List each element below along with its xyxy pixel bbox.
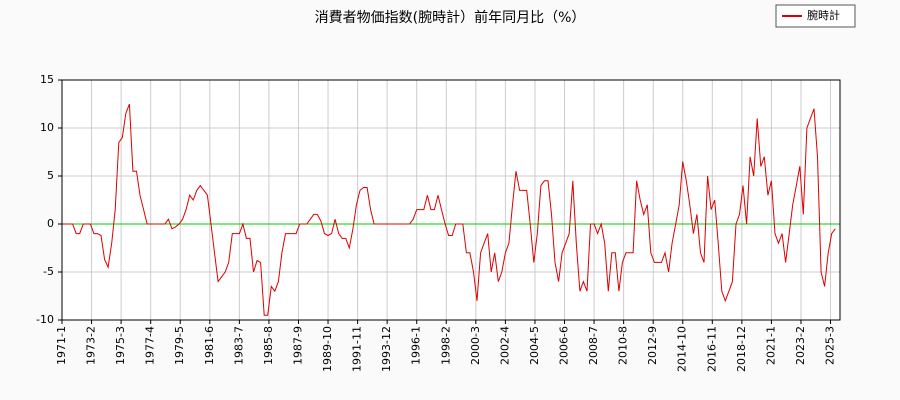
y-tick-label: 5 xyxy=(47,169,54,182)
x-tick-label: 1998-2 xyxy=(439,326,452,365)
x-tick-label: 1987-9 xyxy=(291,326,304,365)
x-tick-label: 2010-8 xyxy=(617,326,630,365)
legend-label: 腕時計 xyxy=(807,8,840,22)
x-tick-label: 2016-11 xyxy=(705,326,718,372)
x-tick-label: 2012-9 xyxy=(646,326,659,365)
x-tick-label: 2025-3 xyxy=(824,326,837,365)
y-tick-label: -5 xyxy=(43,265,54,278)
x-tick-label: 1977-4 xyxy=(144,326,157,365)
plot-area xyxy=(62,80,840,320)
x-tick-label: 1996-1 xyxy=(410,326,423,365)
x-tick-label: 1971-1 xyxy=(55,326,68,365)
y-tick-label: -10 xyxy=(36,313,54,326)
x-tick-label: 2004-5 xyxy=(528,326,541,365)
x-tick-label: 1981-6 xyxy=(203,326,216,365)
x-tick-label: 1989-10 xyxy=(321,326,334,372)
line-series xyxy=(62,103,836,316)
x-tick-label: 1975-3 xyxy=(114,326,127,365)
x-tick-label: 1985-8 xyxy=(262,326,275,365)
x-tick-label: 2018-12 xyxy=(735,326,748,372)
x-tick-label: 2023-2 xyxy=(794,326,807,365)
x-tick-label: 1991-11 xyxy=(351,326,364,372)
x-tick-label: 2002-4 xyxy=(498,326,511,365)
x-tick-label: 1979-5 xyxy=(173,326,186,365)
legend: 腕時計 xyxy=(775,4,856,28)
y-tick-label: 0 xyxy=(47,217,54,230)
x-tick-label: 1973-2 xyxy=(85,326,98,365)
legend-box xyxy=(775,4,856,28)
chart-title: 消費者物価指数(腕時計）前年同月比（%） xyxy=(315,9,586,26)
x-tick-label: 2014-10 xyxy=(676,326,689,372)
x-tick-label: 2000-3 xyxy=(469,326,482,365)
x-tick-label: 2008-7 xyxy=(587,326,600,365)
y-tick-label: 15 xyxy=(40,73,54,86)
x-tick-label: 2021-1 xyxy=(764,326,777,365)
axes-frame xyxy=(61,79,841,321)
x-tick-label: 2006-6 xyxy=(558,326,571,365)
x-tick-label: 1983-7 xyxy=(232,326,245,365)
y-tick-label: 10 xyxy=(40,121,54,134)
x-tick-label: 1993-12 xyxy=(380,326,393,372)
